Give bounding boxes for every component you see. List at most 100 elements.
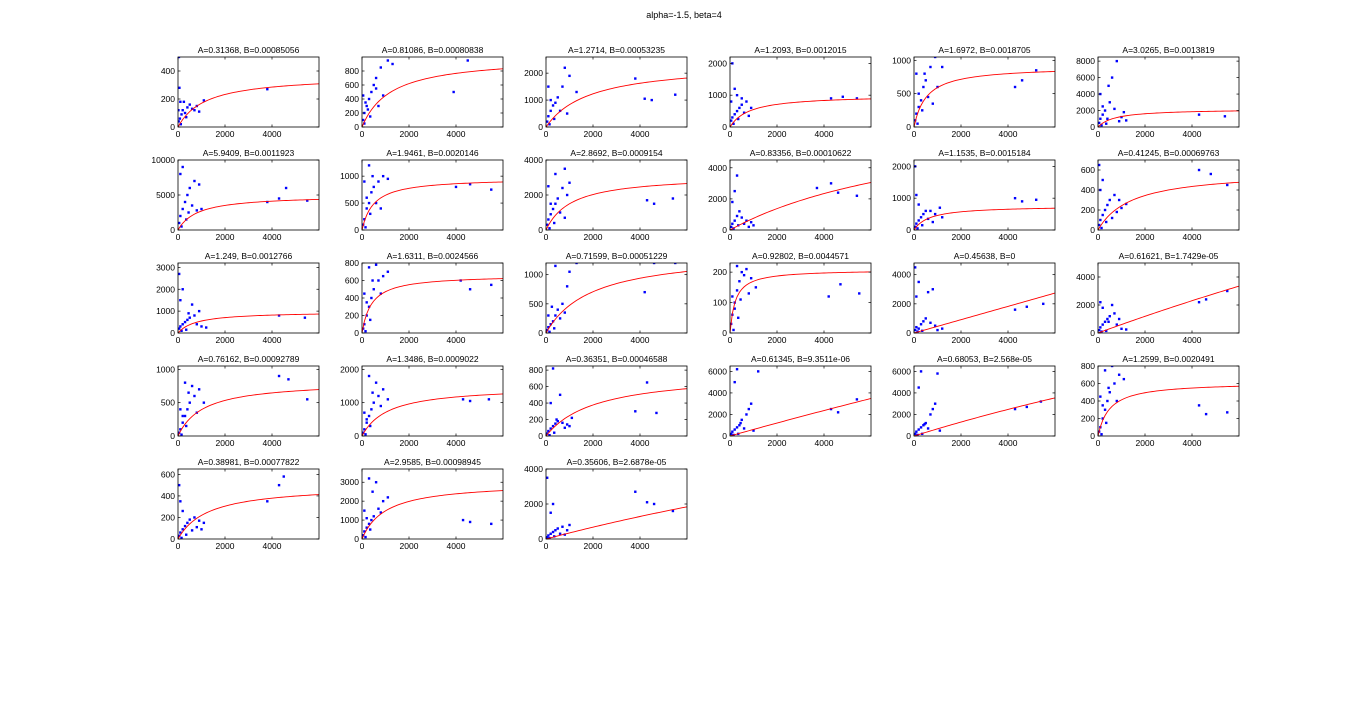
data-point bbox=[915, 222, 918, 225]
data-point bbox=[747, 407, 750, 411]
data-point bbox=[652, 263, 656, 265]
data-point bbox=[1106, 399, 1109, 403]
data-point bbox=[374, 76, 378, 80]
data-point bbox=[372, 401, 375, 404]
x-tick-label: 0 bbox=[912, 438, 917, 448]
axes-box bbox=[1097, 56, 1240, 128]
fit-curve bbox=[730, 398, 871, 436]
data-point bbox=[1101, 213, 1104, 217]
data-point bbox=[186, 408, 189, 411]
subplot-title: A=0.38981, B=0.00077822 bbox=[198, 457, 300, 467]
data-point bbox=[377, 507, 380, 510]
data-point bbox=[181, 509, 184, 513]
data-point bbox=[735, 109, 739, 113]
data-point bbox=[367, 201, 371, 205]
data-point bbox=[916, 227, 919, 230]
data-point bbox=[575, 90, 578, 94]
data-point bbox=[1105, 220, 1108, 224]
data-point bbox=[752, 224, 755, 227]
axes-box bbox=[361, 365, 504, 437]
data-point bbox=[186, 521, 189, 525]
y-tick-label: 400 bbox=[345, 94, 359, 104]
fit-curve bbox=[546, 388, 687, 436]
y-tick-label: 2000 bbox=[524, 68, 543, 78]
data-point bbox=[379, 404, 382, 408]
data-point bbox=[922, 212, 925, 216]
data-point bbox=[363, 530, 366, 533]
data-point bbox=[735, 289, 739, 292]
data-point bbox=[200, 207, 203, 211]
data-point bbox=[938, 206, 942, 209]
data-point bbox=[924, 79, 927, 82]
data-point bbox=[1101, 178, 1104, 182]
y-tick-label: 0 bbox=[538, 534, 543, 544]
data-point bbox=[365, 207, 368, 210]
data-point bbox=[549, 202, 552, 205]
y-tick-label: 5000 bbox=[156, 190, 175, 200]
y-tick-label: 1000 bbox=[340, 398, 359, 408]
data-point bbox=[367, 477, 371, 480]
data-point bbox=[926, 290, 930, 294]
data-point bbox=[178, 221, 181, 225]
data-point bbox=[558, 211, 562, 214]
scatter-points bbox=[546, 263, 677, 333]
data-point bbox=[568, 74, 571, 78]
data-point bbox=[1108, 391, 1111, 394]
data-point bbox=[1099, 395, 1102, 398]
subplot-title: A=0.71599, B=0.00051229 bbox=[566, 251, 668, 261]
x-tick-label: 4000 bbox=[447, 232, 466, 242]
data-point bbox=[570, 416, 574, 420]
data-point bbox=[1110, 303, 1114, 307]
data-point bbox=[941, 65, 944, 69]
data-point bbox=[1120, 327, 1123, 330]
subplot-24: A=1.2599, B=0.0020491 0 2000 4000 0 200 400 600… bbox=[1081, 354, 1240, 448]
data-point bbox=[371, 279, 374, 282]
data-point bbox=[855, 398, 859, 401]
data-point bbox=[364, 226, 367, 229]
data-point bbox=[931, 220, 934, 224]
data-point bbox=[1113, 193, 1116, 197]
data-point bbox=[187, 312, 190, 315]
data-point bbox=[1113, 382, 1116, 385]
y-tick-label: 4000 bbox=[1076, 272, 1095, 282]
data-point bbox=[941, 216, 944, 219]
data-point bbox=[742, 222, 746, 225]
data-point bbox=[381, 94, 385, 97]
data-point bbox=[374, 201, 378, 205]
data-point bbox=[193, 179, 196, 183]
subplot-title: A=0.81086, B=0.00080838 bbox=[382, 45, 484, 55]
y-tick-label: 1000 bbox=[892, 55, 911, 65]
y-tick-label: 1000 bbox=[340, 515, 359, 525]
y-tick-label: 2000 bbox=[340, 364, 359, 374]
x-tick-label: 2000 bbox=[768, 438, 787, 448]
data-point bbox=[365, 196, 368, 199]
data-point bbox=[179, 500, 182, 503]
data-point bbox=[183, 200, 187, 204]
scatter-points bbox=[546, 367, 658, 436]
data-point bbox=[555, 418, 558, 421]
data-point bbox=[374, 481, 378, 484]
x-tick-label: 2000 bbox=[768, 232, 787, 242]
data-point bbox=[193, 516, 196, 519]
data-point bbox=[1106, 117, 1109, 120]
y-tick-label: 400 bbox=[1081, 185, 1095, 195]
data-point bbox=[554, 101, 557, 104]
data-point bbox=[551, 502, 555, 506]
y-tick-label: 400 bbox=[1081, 396, 1095, 406]
data-point bbox=[193, 314, 196, 317]
data-point bbox=[553, 221, 556, 225]
y-tick-label: 4000 bbox=[892, 270, 911, 280]
data-point bbox=[367, 97, 371, 101]
x-tick-label: 4000 bbox=[631, 541, 650, 551]
scatter-points bbox=[362, 477, 493, 539]
x-tick-label: 2000 bbox=[952, 232, 971, 242]
fit-curve bbox=[914, 397, 1055, 436]
data-point bbox=[180, 433, 183, 436]
data-point bbox=[202, 521, 206, 525]
data-point bbox=[1025, 305, 1028, 308]
data-point bbox=[836, 191, 840, 194]
data-point bbox=[917, 327, 920, 330]
y-tick-label: 4000 bbox=[1076, 89, 1095, 99]
y-tick-label: 400 bbox=[161, 66, 175, 76]
data-point bbox=[829, 182, 833, 185]
